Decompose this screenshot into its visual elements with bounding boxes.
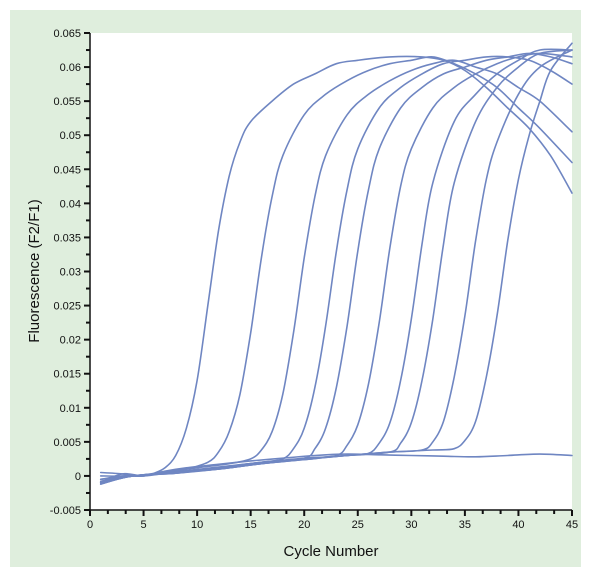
x-tick-label: 30 — [405, 519, 417, 531]
x-tick-label: 20 — [298, 519, 310, 531]
y-tick-label: 0.04 — [60, 198, 81, 210]
y-tick-label: 0.03 — [60, 267, 81, 279]
x-tick-label: 25 — [352, 519, 364, 531]
series-line-1 — [99, 55, 573, 478]
x-axis-ticks: 0 5 10 15 20 25 30 35 40 45 — [87, 510, 578, 531]
plot-area — [90, 33, 572, 510]
y-tick-label: 0.045 — [53, 164, 81, 176]
y-tick-label: 0.01 — [60, 403, 81, 415]
x-tick-label: 35 — [459, 519, 471, 531]
y-axis-title: Fluorescence (F2/F1) — [26, 199, 43, 342]
x-tick-label: 15 — [245, 519, 257, 531]
x-axis-title: Cycle Number — [283, 543, 378, 560]
series-layer — [99, 42, 573, 485]
series-line-10 — [99, 42, 573, 483]
y-tick-label: 0 — [75, 471, 81, 483]
y-tick-label: 0.05 — [60, 130, 81, 142]
y-tick-label: 0.02 — [60, 335, 81, 347]
y-tick-label: 0.065 — [53, 28, 81, 40]
y-tick-label: -0.005 — [50, 505, 81, 517]
y-tick-label: 0.025 — [53, 301, 81, 313]
y-tick-label: 0.055 — [53, 96, 81, 108]
chart-frame: -0.005 0 0.005 0.01 0.015 0.02 0.025 0.03 0.035 0… — [10, 10, 581, 567]
y-tick-label: 0.06 — [60, 62, 81, 74]
series-line-11 — [99, 453, 573, 481]
x-tick-label: 5 — [140, 519, 146, 531]
y-tick-label: 0.005 — [53, 437, 81, 449]
chart-svg: -0.005 0 0.005 0.01 0.015 0.02 0.025 0.03 0.035 0… — [26, 28, 578, 560]
y-tick-label: 0.035 — [53, 232, 81, 244]
x-tick-label: 40 — [512, 519, 524, 531]
y-axis-ticks: -0.005 0 0.005 0.01 0.015 0.02 0.025 0.03 0.035 0… — [50, 28, 90, 517]
x-tick-label: 45 — [566, 519, 578, 531]
y-tick-label: 0.015 — [53, 369, 81, 381]
x-tick-label: 10 — [191, 519, 203, 531]
x-tick-label: 0 — [87, 519, 93, 531]
